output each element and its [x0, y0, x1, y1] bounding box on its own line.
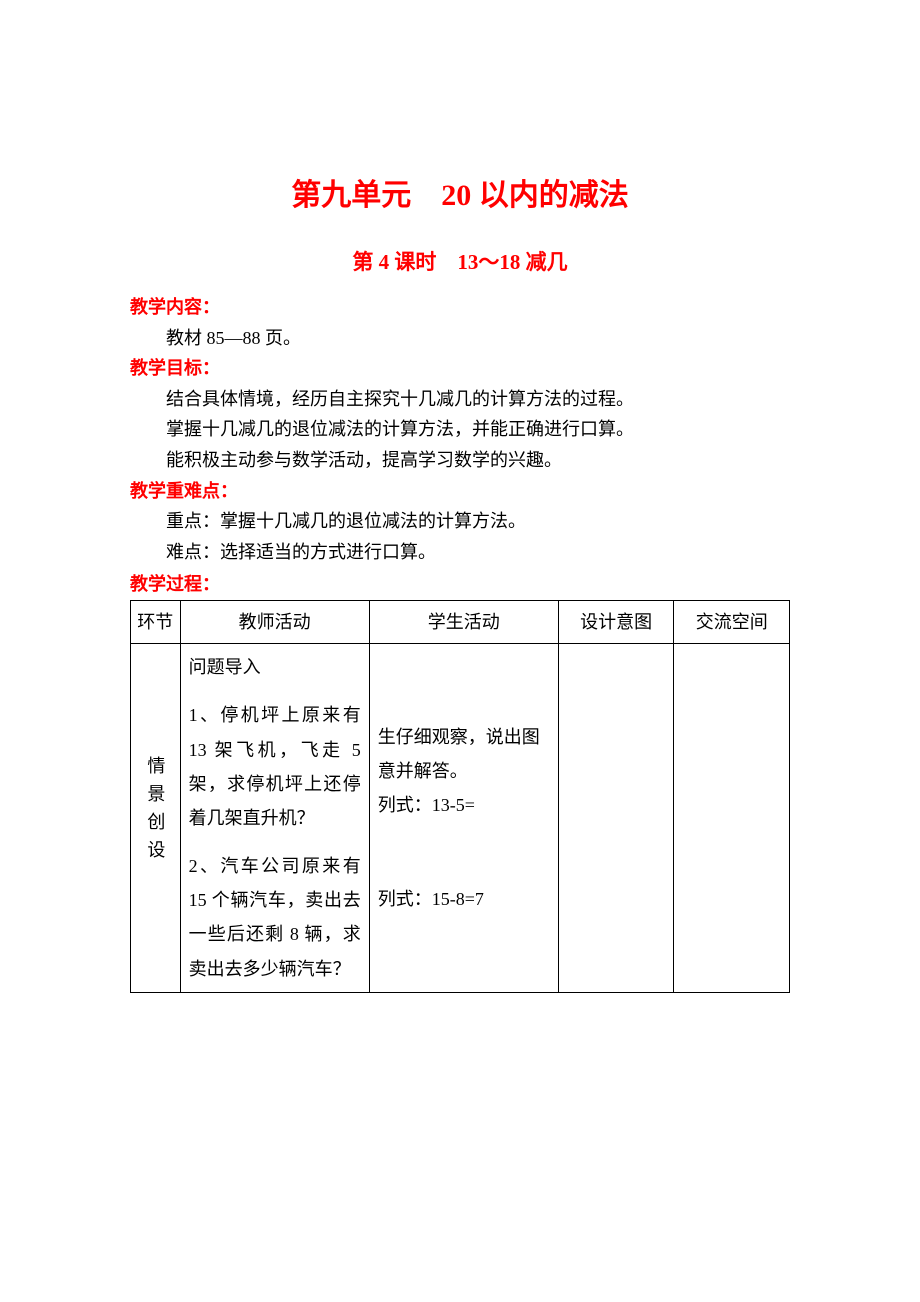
keypoint-line: 难点：选择适当的方式进行口算。	[130, 537, 790, 568]
teacher-question-1: 1、停机坪上原来有 13 架飞机，飞走 5 架，求停机坪上还停着几架直升机？	[189, 698, 361, 835]
stage-cell: 情景创设	[131, 644, 181, 993]
goal-line: 掌握十几减几的退位减法的计算方法，并能正确进行口算。	[130, 414, 790, 445]
intent-cell	[558, 644, 674, 993]
table-header-row: 环节 教师活动 学生活动 设计意图 交流空间	[131, 600, 790, 643]
col-header-intent: 设计意图	[558, 600, 674, 643]
col-header-student: 学生活动	[369, 600, 558, 643]
teacher-cell: 问题导入 1、停机坪上原来有 13 架飞机，飞走 5 架，求停机坪上还停着几架直…	[180, 644, 369, 993]
stage-label: 情景创设	[138, 756, 172, 868]
goal-line: 能积极主动参与数学活动，提高学习数学的兴趣。	[130, 445, 790, 476]
section-heading-keypoints: 教学重难点：	[130, 476, 790, 507]
section-heading-content: 教学内容：	[130, 292, 790, 323]
space-cell	[674, 644, 790, 993]
section-heading-process: 教学过程：	[130, 569, 790, 600]
col-header-teacher: 教师活动	[180, 600, 369, 643]
col-header-stage: 环节	[131, 600, 181, 643]
goal-line: 结合具体情境，经历自主探究十几减几的计算方法的过程。	[130, 384, 790, 415]
keypoint-line: 重点：掌握十几减几的退位减法的计算方法。	[130, 506, 790, 537]
content-line: 教材 85—88 页。	[130, 323, 790, 354]
student-equation-2: 列式：15-8=7	[378, 882, 550, 916]
student-equation-1: 列式：13-5=	[378, 788, 550, 822]
lesson-plan-table: 环节 教师活动 学生活动 设计意图 交流空间 情景创设 问题导入 1、停机坪上原…	[130, 600, 790, 993]
table-row: 情景创设 问题导入 1、停机坪上原来有 13 架飞机，飞走 5 架，求停机坪上还…	[131, 644, 790, 993]
col-header-space: 交流空间	[674, 600, 790, 643]
unit-title: 第九单元 20 以内的减法	[130, 170, 790, 214]
teacher-question-2: 2、汽车公司原来有 15 个辆汽车，卖出去一些后还剩 8 辆，求卖出去多少辆汽车…	[189, 849, 361, 986]
lesson-title: 第 4 课时 13～18 减几	[130, 246, 790, 276]
section-heading-goals: 教学目标：	[130, 353, 790, 384]
teacher-intro: 问题导入	[189, 650, 361, 684]
student-cell: 生仔细观察，说出图意并解答。 列式：13-5= 列式：15-8=7	[369, 644, 558, 993]
student-observe: 生仔细观察，说出图意并解答。	[378, 720, 550, 788]
